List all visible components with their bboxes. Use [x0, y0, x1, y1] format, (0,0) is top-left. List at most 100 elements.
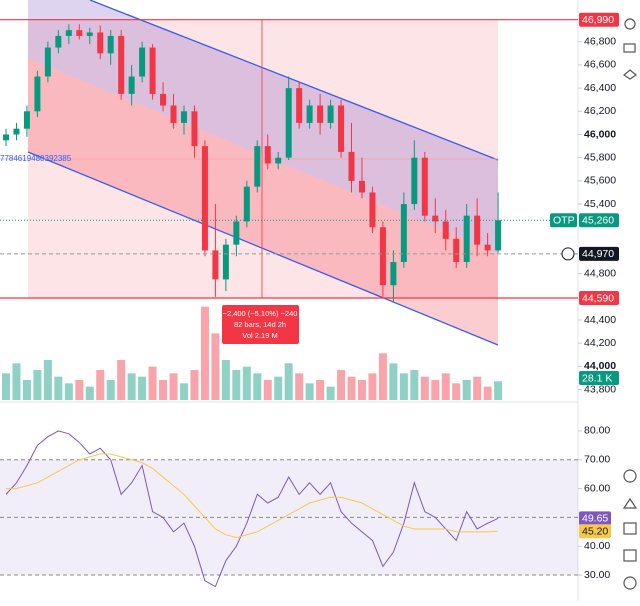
rsi-badge-label: 49.65 — [582, 513, 608, 525]
candle-body — [160, 93, 167, 106]
candle-body — [379, 227, 386, 286]
volume-bar — [169, 373, 178, 400]
candle-body — [170, 105, 177, 123]
level-badge — [579, 12, 619, 27]
volume-bar — [54, 376, 63, 400]
tool-icon[interactable] — [623, 43, 636, 53]
volume-bar — [378, 353, 387, 400]
volume-bar — [211, 333, 220, 400]
symbol-label: OTP — [553, 215, 575, 227]
rsi-badge-label: 45.20 — [582, 526, 608, 538]
candle-body — [97, 32, 104, 54]
y-tick-label: 80.00 — [584, 425, 610, 437]
last-price-badge-label: 45,260 — [582, 215, 614, 227]
volume-bar — [159, 380, 168, 400]
volume-bar — [305, 383, 314, 400]
volume-bar — [2, 373, 10, 400]
volume-bar — [75, 380, 84, 400]
volume-bar — [200, 306, 209, 400]
volume-bar — [389, 363, 398, 400]
y-tick-label: 43,800 — [584, 383, 616, 395]
candle-body — [180, 111, 187, 123]
volume-bar — [399, 373, 408, 400]
tool-icon[interactable] — [622, 69, 638, 80]
candle-body — [76, 30, 83, 36]
candle-body — [474, 215, 481, 245]
volume-bar — [85, 386, 94, 400]
candle-body — [463, 215, 470, 263]
volume-bar — [117, 360, 126, 400]
candle-body — [233, 221, 240, 245]
volume-badge-label: 28.1 K — [582, 372, 612, 384]
candle-body — [44, 47, 51, 77]
candle-body — [191, 111, 198, 147]
tool-icon[interactable] — [624, 18, 636, 30]
y-tick-label: 44,200 — [584, 337, 616, 349]
candle-body — [107, 35, 114, 54]
candle-body — [243, 186, 250, 222]
add-icon[interactable] — [561, 247, 575, 261]
volume-bar — [242, 366, 251, 400]
channel-line — [27, 151, 499, 346]
volume-bar — [483, 386, 492, 400]
tool-icon[interactable] — [623, 469, 637, 483]
candle-body — [149, 47, 156, 94]
volume-bar — [295, 373, 304, 400]
volume-bar — [179, 383, 188, 400]
y-tick-label: 45,600 — [584, 175, 616, 187]
candle-body — [306, 105, 313, 123]
volume-bar — [127, 373, 136, 400]
candle-body — [285, 88, 292, 158]
volume-bar — [357, 380, 366, 400]
candle-body — [275, 157, 282, 164]
volume-bar — [22, 380, 31, 400]
volume-bar — [441, 373, 450, 400]
y-tick-label: 46,200 — [584, 105, 616, 117]
volume-bar — [221, 360, 230, 400]
volume-bar — [347, 376, 356, 400]
y-tick-label: 44,400 — [584, 314, 616, 326]
volume-bar — [138, 376, 147, 400]
crosshair-badge — [579, 246, 619, 261]
tool-icon[interactable] — [622, 497, 638, 509]
volume-bar — [326, 386, 335, 400]
volume-bar — [106, 380, 115, 400]
volume-bar — [337, 370, 346, 400]
candle-body — [13, 128, 20, 135]
candle-body — [296, 88, 303, 123]
volume-bar — [43, 360, 52, 400]
candle-body — [222, 244, 229, 280]
candle-body — [3, 134, 9, 141]
measure-text: −2,400 (−5.10%) −240 — [223, 309, 298, 318]
measure-box — [222, 305, 299, 344]
y-tick-label: 46,800 — [584, 36, 616, 48]
tool-icon[interactable] — [623, 549, 637, 562]
rsi-badge — [579, 524, 611, 539]
candle-body — [348, 151, 355, 181]
tool-icon[interactable] — [623, 576, 637, 590]
candle-body — [390, 262, 397, 286]
volume-bar — [190, 370, 199, 400]
tool-icon[interactable] — [623, 522, 637, 535]
candle-body — [23, 111, 30, 129]
candle-body — [432, 215, 439, 222]
volume-bar — [420, 376, 429, 400]
symbol-badge — [550, 213, 577, 228]
level-badge — [579, 290, 619, 305]
y-tick-label: 70.00 — [584, 454, 610, 466]
crosshair-badge-label: 44,970 — [582, 248, 614, 260]
y-tick-label: 44,000 — [584, 360, 616, 372]
candle-body — [421, 157, 428, 216]
volume-bar — [284, 363, 293, 400]
y-tick-label: 46,400 — [584, 82, 616, 94]
rsi-line — [5, 430, 499, 588]
volume-bar — [274, 376, 283, 400]
y-tick-label: 46,600 — [584, 59, 616, 71]
volume-bar — [263, 380, 272, 400]
volume-bar — [368, 373, 377, 400]
volume-bar — [316, 380, 325, 400]
rsi-line — [6, 453, 499, 539]
y-tick-label: 30.00 — [584, 569, 610, 581]
candle-body — [453, 238, 460, 263]
